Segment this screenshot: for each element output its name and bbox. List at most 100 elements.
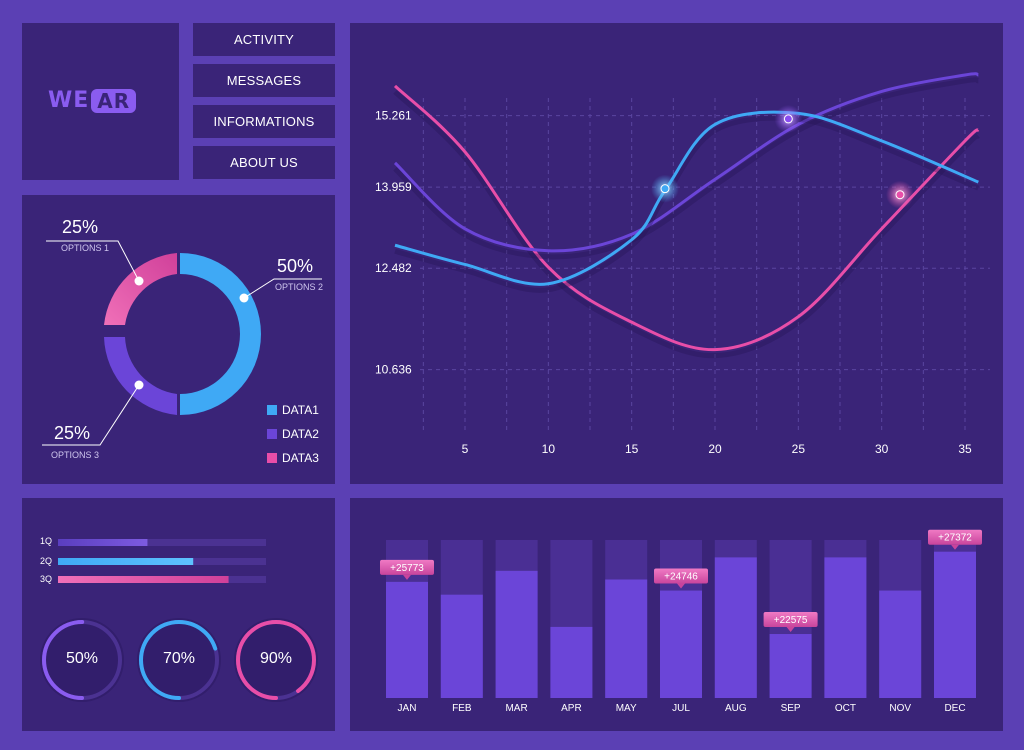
- leader-line-data1: [243, 278, 322, 299]
- x-tick-label: 30: [875, 442, 889, 456]
- line-series-data3-shadow: [393, 90, 981, 359]
- donut-percent-data3: 25%: [62, 217, 99, 237]
- progress-panel: 1Q 2Q 3Q 50% 70% 90%: [22, 498, 335, 731]
- line-series-data2-shadow: [393, 77, 981, 260]
- bar-dec[interactable]: [934, 551, 976, 698]
- y-tick-label: 15.261: [375, 109, 412, 123]
- bar-value-tag-pointer: [677, 583, 685, 589]
- ring-bg: [234, 618, 318, 702]
- legend-swatch-data1: [267, 405, 277, 415]
- bar-value-tag: [380, 559, 434, 575]
- nav-messages-button[interactable]: MESSAGES: [193, 64, 335, 97]
- bar-category-label: JAN: [398, 703, 417, 714]
- ring-bg: [40, 618, 124, 702]
- progress-track: [58, 539, 266, 546]
- bar-chart-panel: JAN FEB MAR APR MAY JUL AUG SEP OCT NOV DEC +25773…: [350, 498, 1003, 731]
- nav-informations-button[interactable]: INFORMATIONS: [193, 105, 335, 138]
- bar-value-tag: [928, 529, 982, 545]
- bar-category-label: MAR: [505, 703, 527, 714]
- bar-value-label: +22575: [774, 615, 808, 626]
- progress-label-2q: 2Q: [40, 556, 53, 566]
- ring-progress: [236, 620, 316, 700]
- bar-jan[interactable]: [386, 581, 428, 698]
- nav-label: INFORMATIONS: [213, 114, 315, 129]
- legend-swatch-data3: [267, 453, 277, 463]
- bar-category-label: OCT: [835, 703, 856, 714]
- bar-aug[interactable]: [714, 557, 757, 698]
- highlight-point[interactable]: [783, 114, 793, 124]
- bar-value-tag-pointer: [403, 574, 411, 580]
- ring-label-90: 90%: [260, 650, 293, 667]
- bar-value-tag: [763, 612, 818, 628]
- bar-category-label: SEP: [781, 703, 801, 714]
- nav-about-us-button[interactable]: ABOUT US: [193, 146, 335, 179]
- x-tick-label: 20: [708, 442, 722, 456]
- highlight-point[interactable]: [895, 190, 905, 200]
- ring-bg: [137, 618, 221, 702]
- bar-category-label: DEC: [944, 703, 965, 714]
- donut-slice-data3[interactable]: [104, 253, 177, 325]
- bar-category-label: JUL: [672, 703, 690, 714]
- donut-chart: [42, 240, 322, 463]
- ring-progress: [139, 620, 219, 700]
- progress-label-1q: 1Q: [40, 536, 53, 546]
- donut-option-data1: OPTIONS 2: [275, 282, 324, 292]
- progress-fill: [58, 539, 148, 546]
- bar-may[interactable]: [605, 579, 648, 699]
- bar-mar[interactable]: [495, 570, 538, 698]
- bar-category-label: APR: [561, 703, 582, 714]
- donut-slice-data1[interactable]: [180, 253, 261, 415]
- bar-feb[interactable]: [440, 594, 483, 698]
- progress-label-3q: 3Q: [40, 574, 53, 584]
- y-tick-label: 10.636: [375, 363, 412, 377]
- bar-oct[interactable]: [824, 557, 867, 698]
- leader-line-data2: [42, 384, 140, 446]
- x-tick-label: 10: [542, 442, 556, 456]
- bar-jul[interactable]: [660, 590, 702, 698]
- bar-category-label: NOV: [889, 703, 911, 714]
- logo-suffix: AR: [91, 88, 137, 113]
- nav-label: MESSAGES: [226, 73, 302, 88]
- progress-fill: [58, 576, 229, 583]
- line-chart: 15.261 13.959 12.482 10.636 5 10 15 20 25 30 35: [375, 72, 990, 456]
- ring-label-70: 70%: [163, 650, 196, 667]
- logo-prefix: WE: [48, 88, 90, 113]
- logo: WE AR: [48, 88, 137, 113]
- nav-label: ABOUT US: [230, 155, 298, 170]
- legend-swatch-data2: [267, 429, 277, 439]
- donut-slice-data2[interactable]: [104, 337, 177, 415]
- line-chart-panel: 15.261 13.959 12.482 10.636 5 10 15 20 25 30 35: [350, 23, 1003, 484]
- nav-label: ACTIVITY: [233, 32, 295, 47]
- y-tick-label: 13.959: [375, 180, 412, 194]
- bar-sep[interactable]: [769, 634, 812, 698]
- ring-progress: [42, 620, 122, 700]
- highlight-point[interactable]: [660, 184, 670, 194]
- bar-apr[interactable]: [550, 626, 593, 698]
- x-tick-label: 35: [958, 442, 972, 456]
- nav-activity-button[interactable]: ACTIVITY: [193, 23, 335, 56]
- donut-option-data3: OPTIONS 1: [61, 243, 110, 253]
- bar-nov[interactable]: [879, 590, 922, 698]
- donut-panel: 25% OPTIONS 1 50% OPTIONS 2 25% OPTIONS …: [22, 195, 335, 484]
- bar-chart: JAN FEB MAR APR MAY JUL AUG SEP OCT NOV DEC +25773…: [380, 529, 982, 714]
- line-series-data3[interactable]: [393, 84, 980, 352]
- bar-value-label: +25773: [390, 563, 424, 574]
- bar-category-label: FEB: [452, 703, 472, 714]
- x-tick-label: 25: [792, 442, 806, 456]
- bar-value-tag-pointer: [951, 544, 959, 550]
- leader-line-data3: [46, 240, 140, 282]
- donut-option-data2: OPTIONS 3: [51, 450, 100, 460]
- x-tick-label: 5: [462, 442, 469, 456]
- bar-value-label: +27372: [938, 533, 972, 544]
- legend-label-data1: DATA1: [282, 403, 319, 417]
- legend-label-data3: DATA3: [282, 451, 319, 465]
- y-tick-label: 12.482: [375, 261, 412, 275]
- bar-value-label: +24746: [664, 572, 698, 583]
- bar-category-label: AUG: [725, 703, 747, 714]
- ring-label-50: 50%: [66, 650, 99, 667]
- progress-fill: [58, 558, 194, 565]
- line-series-data2[interactable]: [393, 72, 980, 253]
- donut-percent-data1: 50%: [277, 256, 314, 276]
- donut-percent-data2: 25%: [54, 423, 91, 443]
